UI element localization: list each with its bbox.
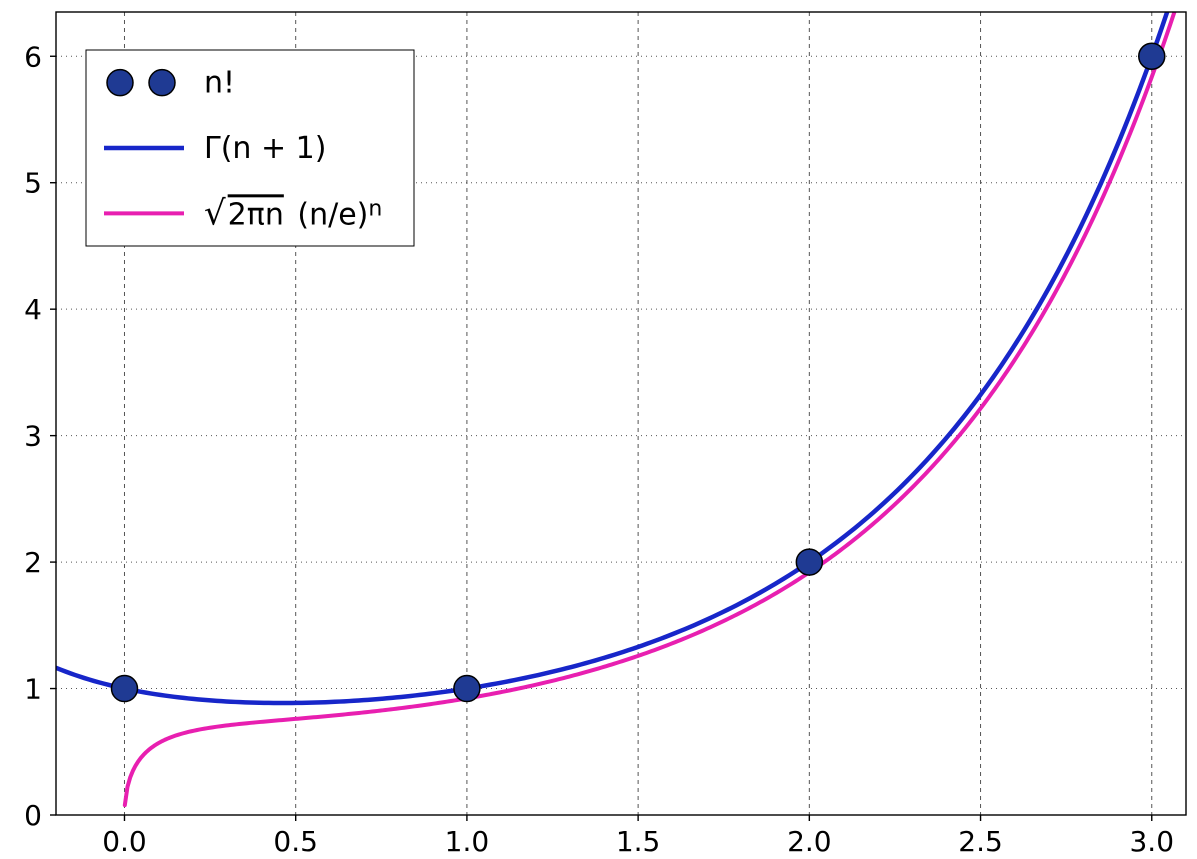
y-tick-label: 4 bbox=[24, 293, 42, 326]
x-tick-label: 1.0 bbox=[445, 825, 490, 858]
legend-marker-factorial bbox=[149, 70, 175, 96]
x-tick-label: 1.5 bbox=[616, 825, 661, 858]
chart-svg: 0.0 0.5 1.0 1.5 2.0 2.5 3.0 0 1 2 3 4 5 6 n! Γ(n + 1) √2… bbox=[0, 0, 1197, 859]
x-tick-label: 0.0 bbox=[102, 825, 147, 858]
factorial-point bbox=[1139, 43, 1165, 69]
x-tick-label: 0.5 bbox=[273, 825, 318, 858]
factorial-point bbox=[111, 676, 137, 702]
y-tick-label: 2 bbox=[24, 546, 42, 579]
factorial-point bbox=[796, 549, 822, 575]
legend-label-stirling: √2πn (n/e)n bbox=[204, 193, 382, 233]
x-tick-label: 3.0 bbox=[1129, 825, 1174, 858]
legend-label-gamma: Γ(n + 1) bbox=[204, 131, 326, 166]
legend-label-factorial: n! bbox=[204, 66, 235, 101]
factorial-point bbox=[454, 676, 480, 702]
y-tick-label: 3 bbox=[24, 420, 42, 453]
legend: n! Γ(n + 1) √2πn (n/e)n bbox=[86, 50, 414, 246]
y-tick-label: 0 bbox=[24, 799, 42, 832]
legend-marker-factorial bbox=[107, 70, 133, 96]
y-tick-label: 6 bbox=[24, 40, 42, 73]
y-tick-label: 5 bbox=[24, 167, 42, 200]
x-tick-label: 2.5 bbox=[958, 825, 1003, 858]
x-tick-label: 2.0 bbox=[787, 825, 832, 858]
y-tick-label: 1 bbox=[24, 673, 42, 706]
chart-container: 0.0 0.5 1.0 1.5 2.0 2.5 3.0 0 1 2 3 4 5 6 n! Γ(n + 1) √2… bbox=[0, 0, 1197, 859]
